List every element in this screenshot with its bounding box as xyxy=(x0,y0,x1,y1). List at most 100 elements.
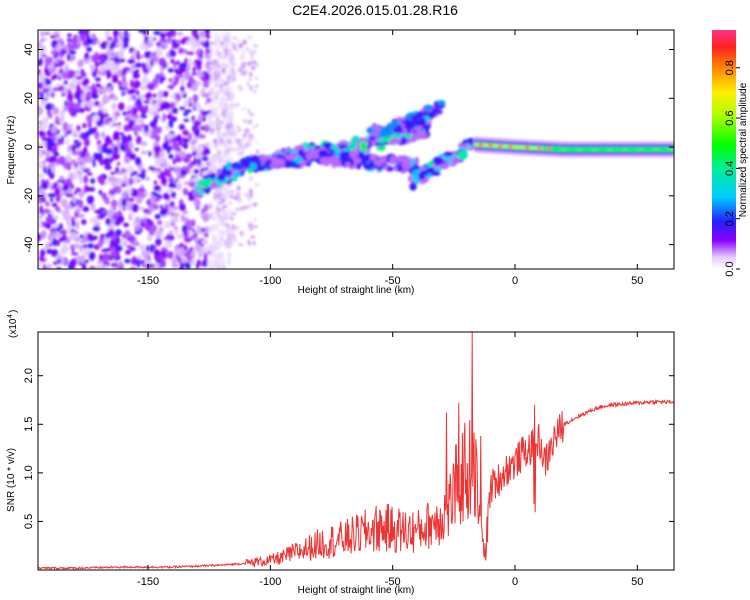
spectrogram-cell xyxy=(109,42,114,50)
spectrogram-cell xyxy=(108,120,114,129)
spectrogram-cell xyxy=(170,191,177,199)
spectrogram-cell xyxy=(128,197,135,203)
spectrogram-cell xyxy=(58,76,62,80)
spectrogram-cell xyxy=(233,164,245,170)
spectrogram-cell xyxy=(240,206,246,210)
spectrogram-cell xyxy=(223,37,228,42)
spectrogram-cell xyxy=(135,62,142,68)
spectrogram-cell xyxy=(215,131,222,138)
spectrogram-cell xyxy=(348,142,357,151)
spectrogram-cell xyxy=(208,69,211,75)
spectrogram-cell xyxy=(131,51,137,56)
spectrogram-y-tick-label: 0 xyxy=(23,144,35,150)
spectrogram-cell xyxy=(51,215,59,220)
spectrogram-cell xyxy=(236,185,241,191)
spectrogram-cell xyxy=(124,136,129,142)
spectrogram-cell xyxy=(72,198,77,204)
spectrogram-cell xyxy=(250,235,256,239)
spectrogram-cell xyxy=(89,155,94,164)
spectrogram-cell xyxy=(153,180,158,185)
spectrogram-cell xyxy=(240,233,244,238)
spectrogram-cell xyxy=(155,237,162,247)
spectrogram-cell xyxy=(73,191,78,195)
spectrogram-cell xyxy=(123,177,128,185)
spectrogram-cell xyxy=(196,70,203,78)
spectrogram-cell xyxy=(238,43,243,49)
spectrogram-cell xyxy=(162,113,166,122)
spectrogram-cell xyxy=(170,216,177,222)
spectrogram-cell xyxy=(159,157,166,165)
spectrogram-cell xyxy=(203,226,210,233)
spectrogram-cell xyxy=(43,165,47,174)
spectrogram-panel: -150 -100 -50 0 50 -40 -20 0 20 40 Height of str… xyxy=(6,29,675,296)
spectrogram-cell xyxy=(256,149,259,155)
spectrogram-cell xyxy=(235,138,241,143)
spectrogram-cell xyxy=(199,30,205,37)
spectrogram-cell xyxy=(224,48,228,52)
snr-x-label: Height of straight line (km) xyxy=(298,585,415,596)
spectrogram-cell xyxy=(67,33,73,38)
spectrogram-cell xyxy=(134,230,142,235)
snr-y-tick-label: 2.0 xyxy=(23,368,35,383)
spectrogram-cell xyxy=(242,145,248,150)
spectrogram-cell xyxy=(228,49,233,54)
spectrogram-cell xyxy=(222,134,227,137)
spectrogram-cell xyxy=(124,258,131,264)
spectrogram-cell xyxy=(95,220,100,226)
spectrogram-cell xyxy=(152,51,157,57)
spectrogram-cell xyxy=(254,84,259,88)
spectrogram-cell xyxy=(59,175,65,181)
spectrogram-cell xyxy=(197,159,201,164)
spectrogram-cell xyxy=(254,76,259,81)
spectrogram-cell xyxy=(208,142,213,150)
spectrogram-cell xyxy=(153,185,162,192)
spectrogram-cell xyxy=(183,112,188,116)
spectrogram-cell xyxy=(38,57,43,66)
spectrogram-cell xyxy=(38,73,46,82)
spectrogram-cell xyxy=(155,134,161,143)
spectrogram-cell xyxy=(128,177,134,186)
spectrogram-cell xyxy=(195,49,201,56)
spectrogram-cell xyxy=(147,233,153,242)
spectrogram-cell xyxy=(75,220,80,230)
spectrogram-cell xyxy=(117,171,124,175)
spectrogram-cell xyxy=(149,55,157,60)
spectrogram-cell xyxy=(50,231,58,236)
spectrogram-cell xyxy=(103,162,111,166)
spectrogram-cell xyxy=(50,125,58,134)
spectrogram-cell xyxy=(139,85,148,90)
spectrogram-cell xyxy=(351,157,362,164)
spectrogram-cell xyxy=(117,50,125,59)
spectrogram-cell xyxy=(92,73,97,78)
spectrogram-cell xyxy=(83,138,90,147)
spectrogram-cell xyxy=(431,109,443,114)
spectrogram-cell xyxy=(137,55,141,60)
spectrogram-cell xyxy=(58,223,63,230)
spectrogram-cell xyxy=(462,143,469,149)
spectrogram-cell xyxy=(73,172,81,180)
spectrogram-cell xyxy=(201,156,209,161)
spectrogram-cell xyxy=(134,132,139,136)
spectrogram-cell xyxy=(213,158,216,163)
spectrogram-cell xyxy=(183,71,191,81)
spectrogram-cell xyxy=(138,105,145,112)
spectrogram-cell xyxy=(97,239,103,248)
spectrogram-cell xyxy=(133,175,139,185)
colorbar-tick-label: 0.4 xyxy=(724,161,736,176)
spectrogram-cell xyxy=(222,91,226,99)
spectrogram-cell xyxy=(117,161,121,166)
spectrogram-cell xyxy=(176,134,182,143)
spectrogram-cell xyxy=(41,137,50,142)
spectrogram-cell xyxy=(201,92,208,98)
spectrogram-cell xyxy=(215,263,222,268)
spectrogram-cell xyxy=(215,233,222,240)
spectrogram-cell xyxy=(210,224,219,231)
snr-y-scale-label: (x10 4 ) xyxy=(7,310,19,338)
spectrogram-cell xyxy=(136,255,143,259)
spectrogram-cell xyxy=(139,244,145,251)
spectrogram-cell xyxy=(40,181,49,190)
spectrogram-cell xyxy=(69,110,77,117)
spectrogram-cell xyxy=(233,195,239,201)
spectrogram-cell xyxy=(154,213,161,220)
spectrogram-cell xyxy=(44,56,53,65)
